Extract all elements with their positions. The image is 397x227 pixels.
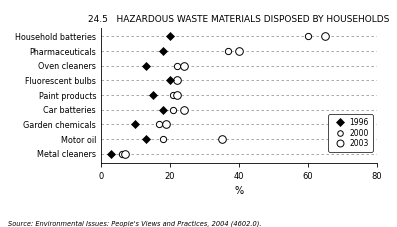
X-axis label: %: % [234,186,243,196]
Legend: 1996, 2000, 2003: 1996, 2000, 2003 [328,114,373,152]
Text: Source: Environmental Issues: People's Views and Practices, 2004 (4602.0).: Source: Environmental Issues: People's V… [8,220,262,227]
Title: 24.5   HAZARDOUS WASTE MATERIALS DISPOSED BY HOUSEHOLDS: 24.5 HAZARDOUS WASTE MATERIALS DISPOSED … [88,15,389,24]
